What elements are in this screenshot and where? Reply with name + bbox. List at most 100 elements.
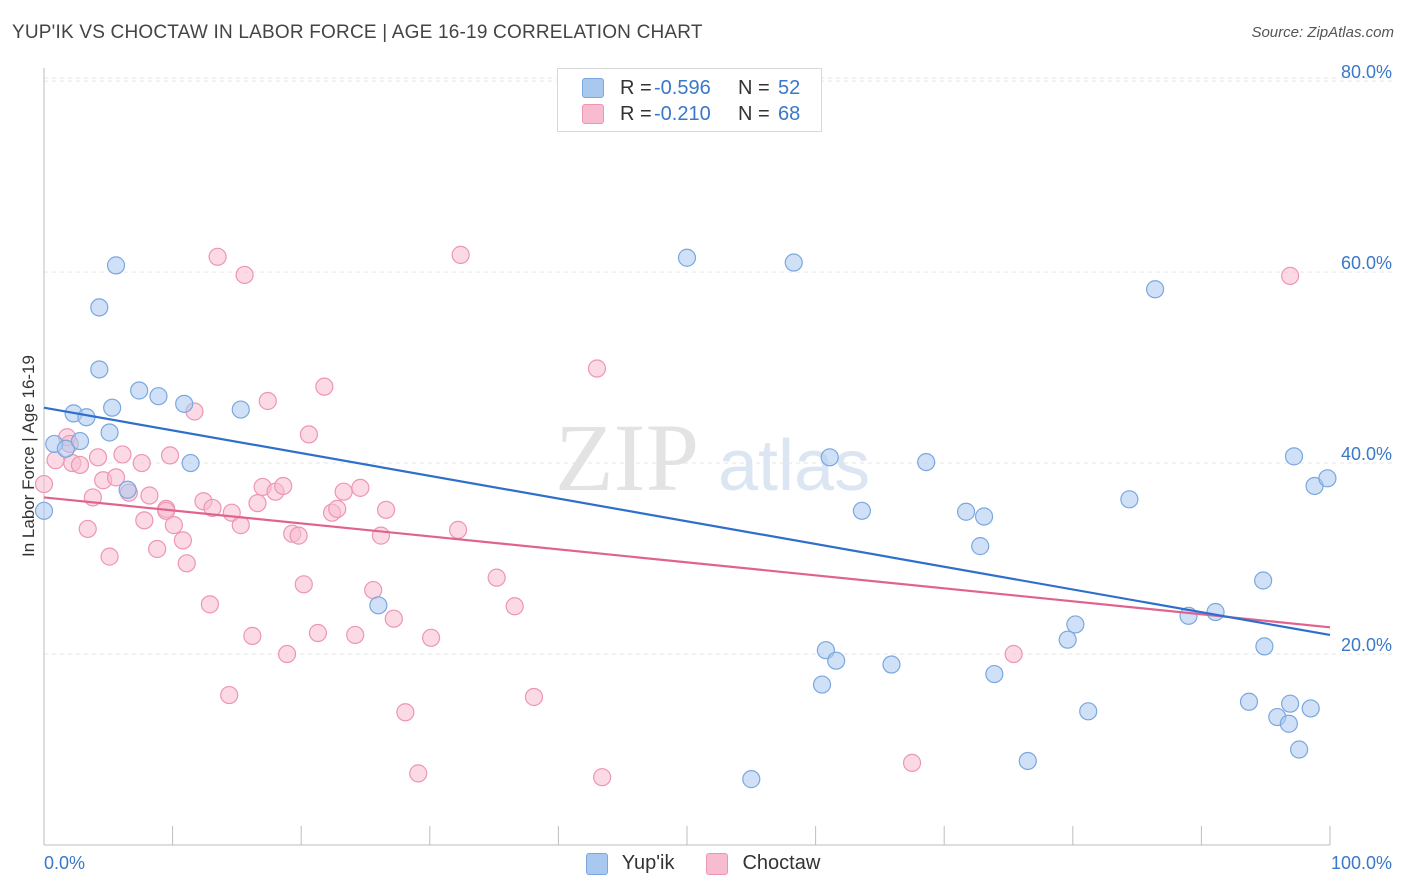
yupik-point bbox=[118, 480, 137, 499]
yupik-point bbox=[1066, 615, 1085, 634]
legend-item-choctaw[interactable]: Choctaw bbox=[706, 852, 820, 875]
yupik-point bbox=[106, 256, 126, 275]
trend-lines bbox=[43, 406, 1331, 637]
yupik-point bbox=[1058, 630, 1077, 649]
tick-labels: 20.0% 40.0% 60.0% 80.0% 0.0% 100.0% bbox=[44, 62, 1392, 873]
yupik-point bbox=[1120, 490, 1139, 509]
choctaw-point bbox=[308, 623, 328, 643]
yupik-point bbox=[784, 253, 803, 272]
yupik-point bbox=[1279, 714, 1298, 733]
choctaw-point bbox=[70, 455, 90, 475]
choctaw-point bbox=[164, 516, 183, 535]
yupik-point bbox=[820, 448, 839, 467]
choctaw-point bbox=[328, 499, 347, 518]
axes bbox=[43, 68, 1330, 846]
yupik-point bbox=[677, 248, 697, 267]
series-legend: Yup'ik Choctaw bbox=[0, 852, 1406, 875]
choctaw-point bbox=[148, 539, 167, 559]
yupik-point bbox=[130, 381, 149, 400]
source-label: Source: ZipAtlas.com bbox=[1251, 24, 1394, 41]
watermark-atlas: atlas bbox=[718, 426, 870, 506]
choctaw-point bbox=[376, 500, 396, 519]
yupik-points bbox=[34, 248, 1337, 789]
choctaw-point bbox=[451, 245, 470, 264]
choctaw-point bbox=[113, 445, 132, 464]
legend-swatch-yupik bbox=[585, 852, 608, 875]
legend-swatch-choctaw bbox=[582, 104, 604, 124]
y-tick-label: 20.0% bbox=[1341, 635, 1392, 655]
choctaw-point bbox=[351, 478, 370, 497]
choctaw-point bbox=[220, 685, 239, 705]
yupik-point bbox=[1301, 699, 1320, 718]
yupik-point bbox=[917, 452, 936, 472]
choctaw-point bbox=[173, 531, 192, 550]
choctaw-point bbox=[289, 526, 308, 545]
yupik-point bbox=[1284, 447, 1304, 466]
y-tick-label: 60.0% bbox=[1341, 253, 1392, 273]
choctaw-point bbox=[200, 595, 219, 614]
choctaw-trend-line bbox=[43, 496, 1331, 629]
choctaw-point bbox=[160, 446, 180, 465]
yupik-point bbox=[70, 431, 90, 451]
yupik-point bbox=[1281, 694, 1300, 713]
choctaw-point bbox=[384, 609, 403, 628]
watermark-zip: ZIP bbox=[555, 404, 699, 511]
choctaw-point bbox=[487, 568, 506, 587]
yupik-point bbox=[369, 596, 388, 615]
yupik-point bbox=[1255, 637, 1274, 656]
yupik-trend-line bbox=[43, 406, 1331, 637]
choctaw-point bbox=[132, 453, 151, 473]
choctaw-point bbox=[315, 377, 334, 396]
yupik-point bbox=[34, 501, 54, 520]
yupik-point bbox=[175, 394, 194, 413]
choctaw-point bbox=[346, 625, 365, 645]
y-tick-label: 80.0% bbox=[1341, 62, 1392, 82]
y-axis-label: In Labor Force | Age 16-19 bbox=[19, 355, 38, 557]
yupik-point bbox=[231, 400, 250, 419]
legend-item-yupik[interactable]: Yup'ik bbox=[585, 852, 674, 875]
legend-n-value: 68 bbox=[778, 102, 801, 125]
legend-r-label: R = bbox=[620, 76, 652, 99]
yupik-point bbox=[90, 360, 109, 379]
yupik-point bbox=[852, 501, 871, 520]
choctaw-point bbox=[248, 494, 267, 513]
yupik-point bbox=[827, 651, 846, 670]
legend-n-label: N = bbox=[738, 102, 770, 125]
choctaw-point bbox=[294, 575, 313, 594]
yupik-point bbox=[90, 298, 109, 317]
yupik-point bbox=[971, 537, 990, 556]
choctaw-point bbox=[235, 265, 254, 285]
yupik-point bbox=[56, 439, 75, 458]
yupik-point bbox=[985, 664, 1004, 684]
choctaw-point bbox=[100, 547, 119, 566]
choctaw-point bbox=[88, 448, 108, 467]
choctaw-point bbox=[208, 247, 227, 266]
choctaw-point bbox=[448, 520, 468, 539]
yupik-point bbox=[149, 387, 168, 406]
yupik-point bbox=[1239, 692, 1259, 711]
x-tick-label: 0.0% bbox=[44, 853, 85, 873]
legend-r-value: -0.596 bbox=[654, 76, 711, 99]
yupik-point bbox=[1146, 280, 1165, 299]
legend-r-label: R = bbox=[620, 102, 652, 125]
stats-legend: R = -0.596 N = 52 R = -0.210 N = 68 bbox=[557, 68, 822, 132]
choctaw-point bbox=[78, 519, 97, 539]
yupik-point bbox=[1079, 702, 1098, 721]
choctaw-point bbox=[587, 359, 607, 378]
choctaw-point bbox=[421, 628, 441, 647]
choctaw-point bbox=[277, 644, 297, 664]
choctaw-point bbox=[505, 597, 524, 616]
choctaw-point bbox=[371, 526, 391, 545]
yupik-point bbox=[882, 655, 901, 674]
choctaw-point bbox=[902, 753, 922, 772]
choctaw-point bbox=[243, 626, 262, 645]
yupik-point bbox=[1206, 602, 1225, 622]
choctaw-point bbox=[106, 468, 126, 487]
choctaw-point bbox=[34, 474, 54, 494]
yupik-point bbox=[100, 423, 119, 442]
yupik-point bbox=[974, 507, 994, 526]
legend-row-yupik: R = -0.596 N = 52 bbox=[582, 76, 800, 100]
watermark: ZIP atlas bbox=[555, 404, 870, 511]
legend-label-choctaw: Choctaw bbox=[742, 852, 821, 874]
